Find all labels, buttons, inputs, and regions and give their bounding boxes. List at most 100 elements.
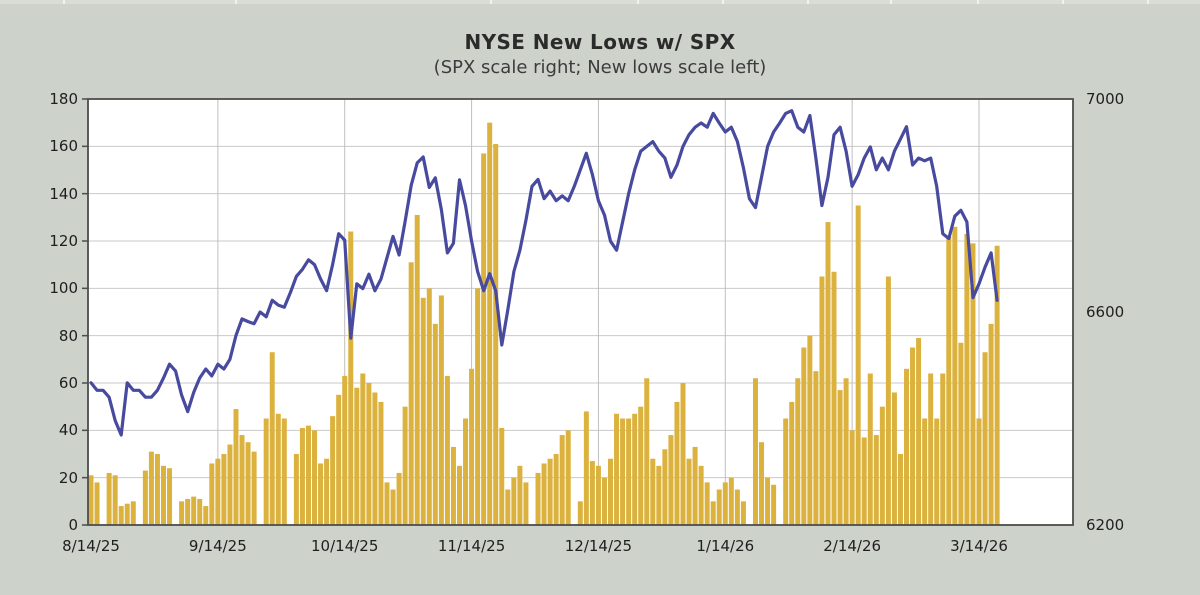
- x-axis-tick-label: 2/14/26: [823, 537, 882, 555]
- chart-header: NYSE New Lows w/ SPX (SPX scale right; N…: [0, 30, 1200, 78]
- new-lows-bar: [916, 338, 922, 525]
- new-lows-bar: [565, 430, 571, 525]
- new-lows-bar: [209, 463, 215, 525]
- new-lows-bar: [759, 442, 765, 525]
- new-lows-bar: [191, 496, 197, 525]
- new-lows-bar: [583, 411, 589, 525]
- new-lows-bar: [577, 501, 583, 525]
- new-lows-bar: [807, 335, 813, 525]
- new-lows-bar: [426, 288, 432, 525]
- new-lows-bar: [215, 458, 221, 525]
- new-lows-bar: [626, 418, 632, 525]
- new-lows-bar: [88, 475, 94, 525]
- new-lows-bar: [324, 458, 330, 525]
- left-axis-tick-label: 120: [49, 232, 78, 250]
- new-lows-bar: [330, 416, 336, 525]
- spreadsheet-cell-separator: [890, 0, 892, 4]
- new-lows-bar: [281, 418, 287, 525]
- chart-subtitle: (SPX scale right; New lows scale left): [433, 57, 767, 78]
- new-lows-bar: [976, 418, 982, 525]
- new-lows-bar: [644, 378, 650, 525]
- new-lows-bar: [692, 446, 698, 525]
- new-lows-bar: [414, 214, 420, 525]
- new-lows-bar: [855, 205, 861, 525]
- new-lows-bar: [142, 470, 148, 525]
- new-lows-bar: [390, 489, 396, 525]
- plot-border: [87, 98, 1074, 526]
- new-lows-bar: [312, 430, 318, 525]
- new-lows-bar: [686, 458, 692, 525]
- new-lows-bar: [698, 465, 704, 525]
- new-lows-bar: [408, 262, 414, 525]
- spreadsheet-cell-separator: [490, 0, 492, 4]
- new-lows-bar: [124, 503, 130, 525]
- new-lows-bar: [831, 271, 837, 525]
- new-lows-bar: [185, 498, 191, 525]
- new-lows-bar: [396, 472, 402, 525]
- new-lows-bar: [897, 454, 903, 525]
- new-lows-bar: [873, 435, 879, 525]
- new-lows-bar: [469, 368, 475, 525]
- right-axis-tick-label: 6600: [1086, 303, 1125, 321]
- new-lows-bar: [946, 236, 952, 525]
- new-lows-bar: [620, 418, 626, 525]
- new-lows-bar: [505, 489, 511, 525]
- spreadsheet-cell-separator: [63, 0, 65, 4]
- x-axis-tick-label: 9/14/25: [188, 537, 247, 555]
- new-lows-bar: [656, 465, 662, 525]
- new-lows-bar: [891, 392, 897, 525]
- new-lows-bar: [680, 383, 686, 525]
- spx-line: [89, 109, 999, 437]
- new-lows-bar: [765, 477, 771, 525]
- x-axis-tick-label: 12/14/25: [564, 537, 633, 555]
- new-lows-bar: [994, 245, 1000, 525]
- new-lows-bar: [789, 401, 795, 525]
- new-lows-bar: [970, 243, 976, 525]
- new-lows-bar: [867, 373, 873, 525]
- new-lows-bar: [904, 368, 910, 525]
- new-lows-bar: [336, 394, 342, 525]
- new-lows-bar: [795, 378, 801, 525]
- left-axis-tick-label: 80: [58, 326, 78, 345]
- new-lows-bar: [481, 153, 487, 525]
- spreadsheet-cell-separator: [235, 0, 237, 4]
- new-lows-bar: [958, 342, 964, 525]
- new-lows-bar: [710, 501, 716, 525]
- new-lows-bar: [245, 442, 251, 525]
- new-lows-bar: [112, 475, 118, 525]
- new-lows-bar: [541, 463, 547, 525]
- spreadsheet-cell-separator: [807, 0, 809, 4]
- new-lows-bar: [499, 427, 505, 525]
- new-lows-bar: [263, 418, 269, 525]
- new-lows-bar: [197, 498, 203, 525]
- new-lows-bar: [318, 463, 324, 525]
- new-lows-bar: [342, 375, 348, 525]
- new-lows-bar: [420, 297, 426, 525]
- spreadsheet-cell-separator: [977, 0, 979, 4]
- new-lows-bar: [348, 231, 354, 526]
- new-lows-bar: [275, 413, 281, 525]
- new-lows-bar: [595, 465, 601, 525]
- right-axis-tick-label: 7000: [1086, 90, 1125, 108]
- new-lows-bar: [940, 373, 946, 525]
- new-lows-bar: [668, 435, 674, 525]
- spreadsheet-cell-separator: [722, 0, 724, 4]
- new-lows-bar: [372, 392, 378, 525]
- left-axis-tick-label: 60: [58, 374, 78, 392]
- new-lows-bar: [203, 506, 209, 525]
- new-lows-bar: [239, 435, 245, 525]
- new-lows-bar: [952, 226, 958, 526]
- new-lows-bar: [614, 413, 620, 525]
- new-lows-bar: [843, 378, 849, 525]
- new-lows-bar: [432, 323, 438, 525]
- left-axis-tick-label: 160: [49, 137, 78, 156]
- new-lows-bar: [354, 387, 360, 525]
- new-lows-bar: [601, 477, 607, 525]
- new-lows-bar: [547, 458, 553, 525]
- left-axis-tick-label: 0: [68, 516, 78, 534]
- new-lows-bar: [251, 451, 257, 525]
- new-lows-bar: [366, 383, 372, 525]
- new-lows-bar: [167, 468, 173, 525]
